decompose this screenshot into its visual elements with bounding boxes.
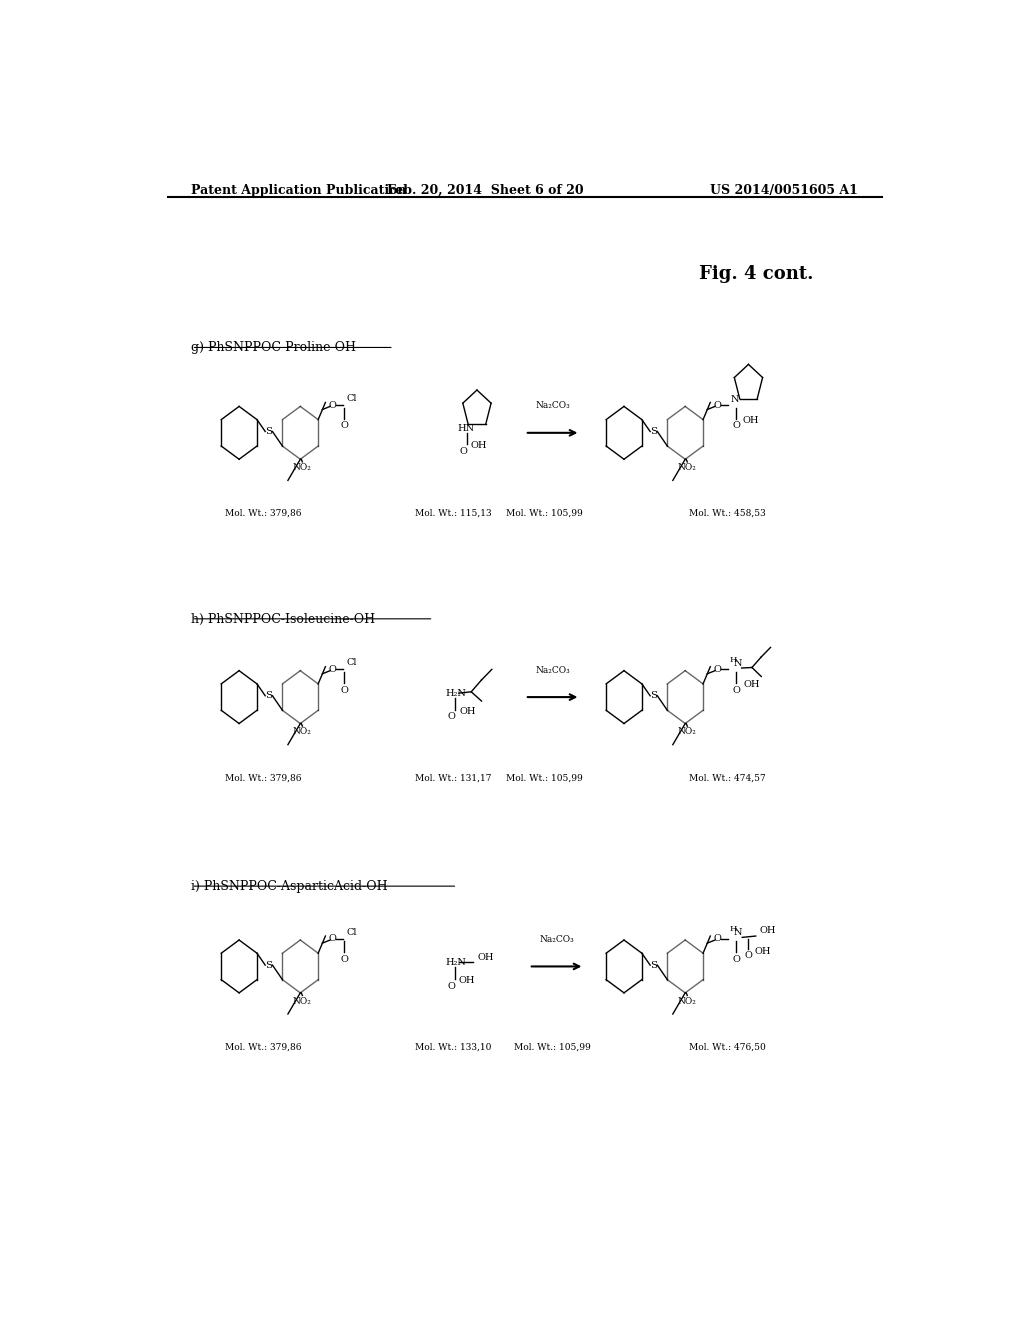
Text: O: O (329, 400, 337, 409)
Text: O: O (340, 685, 348, 694)
Text: OH: OH (755, 946, 771, 956)
Text: OH: OH (743, 680, 760, 689)
Text: g) PhSNPPOC-Proline-OH: g) PhSNPPOC-Proline-OH (191, 342, 356, 354)
Text: OH: OH (459, 977, 475, 986)
Text: S: S (265, 692, 272, 701)
Text: Mol. Wt.: 379,86: Mol. Wt.: 379,86 (224, 510, 301, 517)
Text: H₂N: H₂N (445, 958, 466, 968)
Text: O: O (447, 713, 455, 722)
Text: O: O (732, 421, 740, 430)
Text: N: N (733, 659, 742, 668)
Text: H₂N: H₂N (445, 689, 466, 698)
Text: Cl: Cl (346, 393, 357, 403)
Text: OH: OH (760, 927, 776, 936)
Text: O: O (329, 935, 337, 944)
Text: O: O (714, 665, 722, 673)
Text: O: O (329, 665, 337, 673)
Text: O: O (340, 956, 348, 964)
Text: OH: OH (471, 441, 487, 450)
Text: O: O (459, 446, 467, 455)
Text: O: O (447, 982, 456, 991)
Text: NO₂: NO₂ (678, 463, 696, 473)
Text: Fig. 4 cont.: Fig. 4 cont. (699, 265, 814, 282)
Text: NO₂: NO₂ (678, 727, 696, 737)
Text: Na₂CO₃: Na₂CO₃ (540, 935, 573, 944)
Text: Feb. 20, 2014  Sheet 6 of 20: Feb. 20, 2014 Sheet 6 of 20 (387, 183, 584, 197)
Text: US 2014/0051605 A1: US 2014/0051605 A1 (711, 183, 858, 197)
Text: S: S (649, 426, 656, 436)
Text: Na₂CO₃: Na₂CO₃ (536, 665, 570, 675)
Text: NO₂: NO₂ (293, 727, 311, 737)
Text: NO₂: NO₂ (293, 463, 311, 473)
Text: Cl: Cl (346, 659, 357, 667)
Text: O: O (340, 421, 348, 430)
Text: Mol. Wt.: 105,99: Mol. Wt.: 105,99 (514, 1043, 591, 1052)
Text: Mol. Wt.: 458,53: Mol. Wt.: 458,53 (689, 510, 766, 517)
Text: Mol. Wt.: 115,13: Mol. Wt.: 115,13 (415, 510, 492, 517)
Text: Mol. Wt.: 379,86: Mol. Wt.: 379,86 (224, 774, 301, 783)
Text: O: O (714, 400, 722, 409)
Text: h) PhSNPPOC-Isoleucine-OH: h) PhSNPPOC-Isoleucine-OH (191, 612, 376, 626)
Text: S: S (649, 961, 656, 970)
Text: OH: OH (477, 953, 494, 962)
Text: i) PhSNPPOC-AsparticAcid-OH: i) PhSNPPOC-AsparticAcid-OH (191, 880, 388, 894)
Text: Mol. Wt.: 474,57: Mol. Wt.: 474,57 (689, 774, 766, 783)
Text: N: N (731, 395, 739, 404)
Text: Patent Application Publication: Patent Application Publication (191, 183, 407, 197)
Text: Mol. Wt.: 105,99: Mol. Wt.: 105,99 (506, 774, 583, 783)
Text: O: O (714, 935, 722, 944)
Text: O: O (744, 952, 753, 961)
Text: Mol. Wt.: 131,17: Mol. Wt.: 131,17 (415, 774, 492, 783)
Text: H: H (730, 656, 737, 664)
Text: HN: HN (458, 424, 474, 433)
Text: Mol. Wt.: 105,99: Mol. Wt.: 105,99 (506, 510, 583, 517)
Text: S: S (265, 426, 272, 436)
Text: Mol. Wt.: 379,86: Mol. Wt.: 379,86 (224, 1043, 301, 1052)
Text: OH: OH (742, 416, 759, 425)
Text: Mol. Wt.: 133,10: Mol. Wt.: 133,10 (415, 1043, 492, 1052)
Text: NO₂: NO₂ (678, 997, 696, 1006)
Text: NO₂: NO₂ (293, 997, 311, 1006)
Text: OH: OH (460, 708, 476, 717)
Text: O: O (732, 685, 740, 694)
Text: S: S (265, 961, 272, 970)
Text: N: N (733, 928, 742, 937)
Text: O: O (732, 956, 740, 964)
Text: Na₂CO₃: Na₂CO₃ (536, 401, 570, 411)
Text: S: S (649, 692, 656, 701)
Text: H: H (730, 925, 737, 933)
Text: Mol. Wt.: 476,50: Mol. Wt.: 476,50 (689, 1043, 766, 1052)
Text: Cl: Cl (346, 928, 357, 937)
